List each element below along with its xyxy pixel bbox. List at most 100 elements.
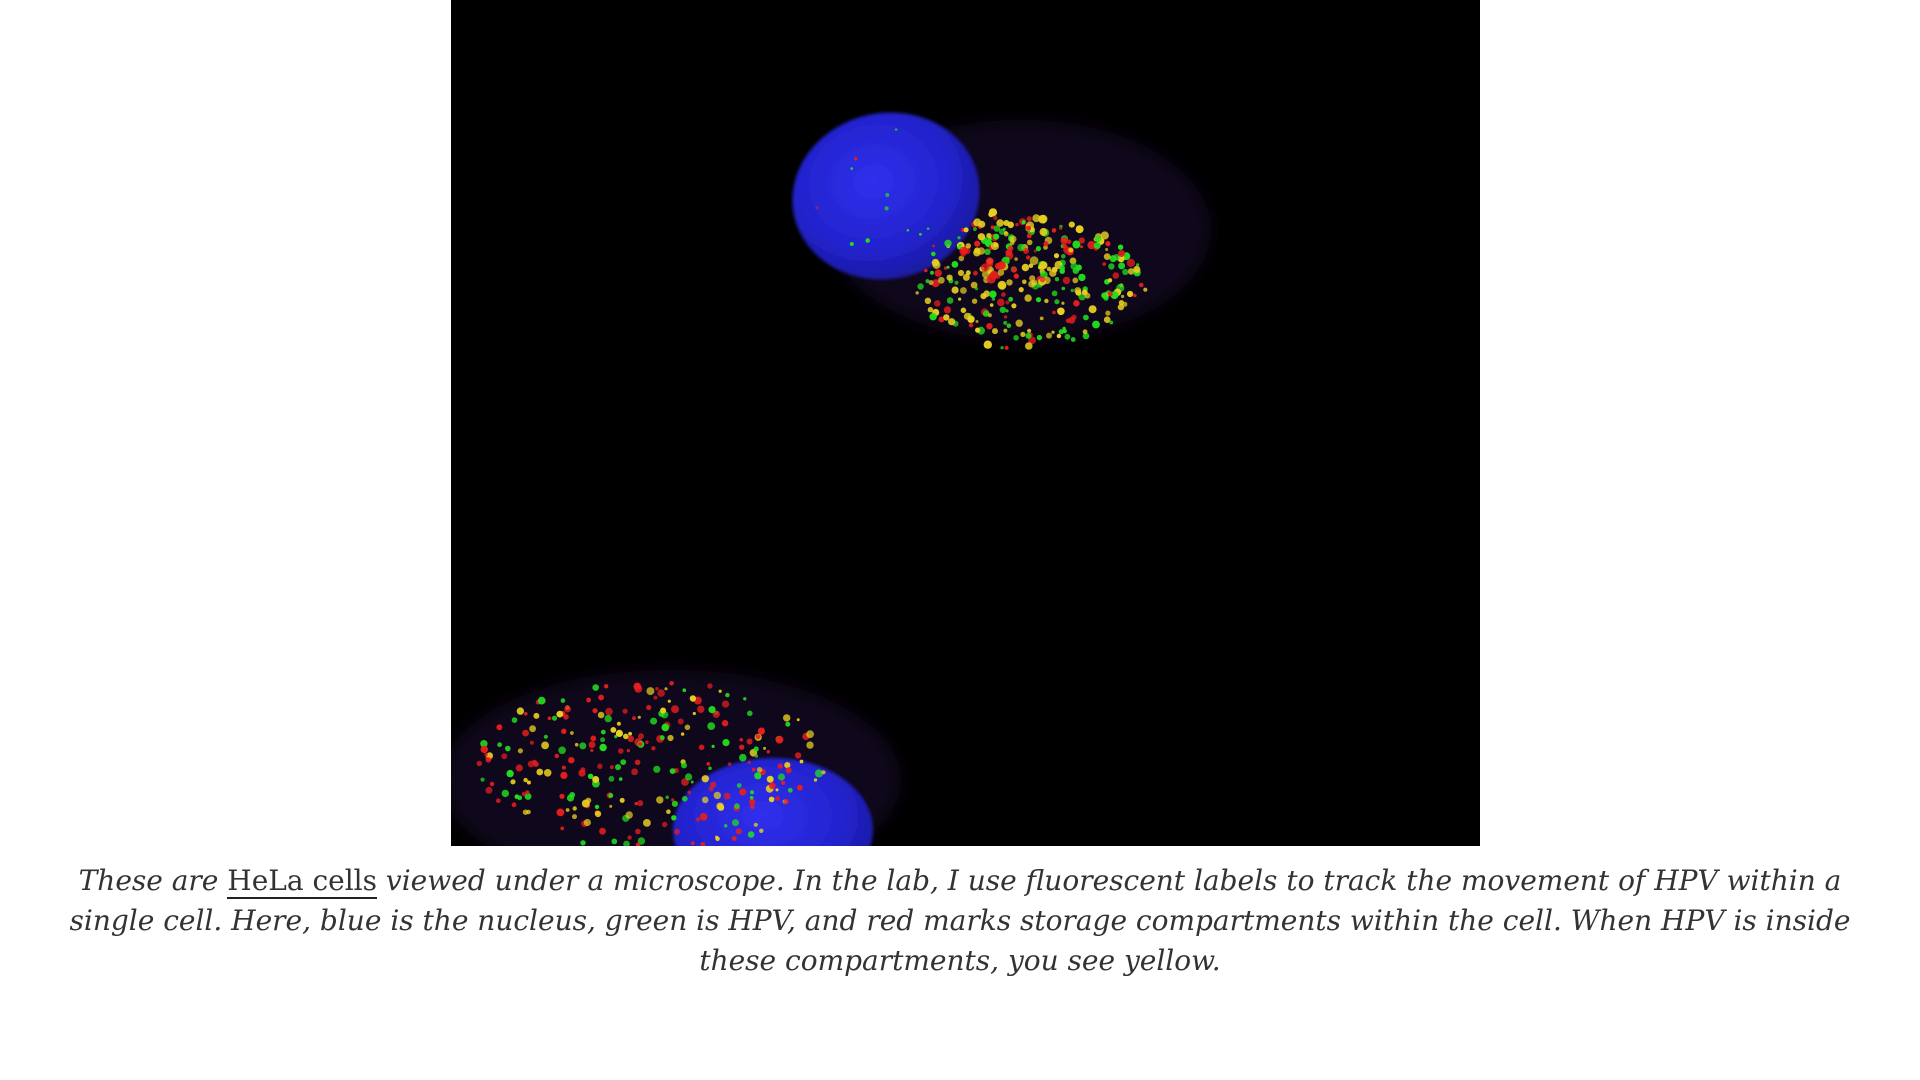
punctum bbox=[511, 717, 518, 723]
punctum bbox=[1058, 329, 1064, 335]
punctum bbox=[806, 730, 814, 739]
punctum bbox=[620, 759, 627, 765]
punctum bbox=[697, 705, 705, 713]
punctum bbox=[706, 762, 711, 766]
punctum bbox=[958, 255, 965, 262]
punctum bbox=[986, 323, 993, 330]
punctum bbox=[529, 725, 536, 733]
punctum bbox=[638, 733, 644, 740]
punctum bbox=[821, 770, 826, 775]
punctum bbox=[543, 734, 548, 739]
punctum bbox=[572, 806, 577, 811]
punctum bbox=[747, 760, 751, 765]
punctum bbox=[592, 684, 599, 691]
punctum bbox=[497, 742, 502, 748]
punctum bbox=[625, 811, 633, 819]
punctum bbox=[1015, 319, 1023, 327]
punctum bbox=[799, 759, 804, 764]
punctum bbox=[594, 804, 600, 810]
punctum bbox=[1039, 227, 1048, 236]
punctum bbox=[998, 282, 1006, 290]
punctum bbox=[1093, 242, 1101, 249]
punctum bbox=[924, 297, 932, 304]
punctum bbox=[1039, 316, 1044, 321]
punctum bbox=[707, 683, 713, 689]
punctum bbox=[1087, 241, 1096, 250]
punctum bbox=[984, 248, 991, 255]
punctum bbox=[766, 775, 774, 783]
punctum bbox=[732, 819, 739, 827]
punctum bbox=[583, 818, 591, 827]
punctum bbox=[1082, 329, 1088, 335]
punctum bbox=[662, 821, 668, 828]
punctum bbox=[634, 759, 641, 766]
punctum bbox=[943, 314, 950, 321]
punctum bbox=[753, 822, 758, 827]
punctum bbox=[1051, 290, 1058, 297]
punctum bbox=[722, 700, 730, 708]
punctum bbox=[775, 796, 781, 801]
punctum bbox=[1025, 332, 1032, 339]
punctum bbox=[739, 753, 747, 762]
punctum bbox=[777, 763, 783, 769]
punctum bbox=[1083, 314, 1089, 321]
punctum bbox=[937, 276, 945, 284]
punctum bbox=[1026, 225, 1031, 231]
punctum bbox=[568, 757, 575, 764]
punctum bbox=[515, 764, 523, 772]
punctum bbox=[690, 841, 695, 846]
punctum bbox=[794, 752, 802, 759]
punctum bbox=[934, 269, 942, 277]
punctum bbox=[551, 715, 558, 721]
punctum bbox=[588, 741, 596, 749]
punctum bbox=[580, 767, 586, 773]
punctum bbox=[1078, 273, 1086, 282]
punctum bbox=[739, 744, 745, 750]
punctum bbox=[1059, 226, 1063, 230]
punctum bbox=[1043, 241, 1049, 247]
punctum bbox=[1094, 235, 1102, 243]
punctum bbox=[754, 754, 759, 758]
punctum bbox=[525, 790, 530, 795]
punctum bbox=[604, 714, 612, 723]
punctum bbox=[906, 229, 910, 232]
punctum bbox=[997, 269, 1005, 276]
punctum bbox=[1046, 266, 1052, 272]
punctum bbox=[1103, 316, 1111, 324]
punctum bbox=[747, 831, 755, 838]
punctum bbox=[708, 786, 714, 792]
punctum bbox=[511, 802, 517, 808]
punctum bbox=[985, 257, 994, 266]
punctum bbox=[854, 157, 858, 161]
punctum bbox=[989, 303, 994, 307]
punctum bbox=[711, 744, 715, 749]
punctum bbox=[638, 741, 643, 747]
punctum bbox=[958, 297, 962, 301]
punctum bbox=[655, 687, 659, 691]
punctum bbox=[1027, 328, 1032, 333]
punctum bbox=[962, 273, 970, 281]
punctum bbox=[501, 789, 509, 798]
punctum bbox=[850, 167, 853, 170]
punctum bbox=[884, 206, 889, 211]
punctum bbox=[616, 721, 621, 726]
punctum bbox=[977, 247, 985, 255]
punctum bbox=[611, 838, 618, 845]
punctum bbox=[523, 777, 528, 783]
hela-cells-link[interactable]: HeLa cells bbox=[227, 864, 377, 899]
punctum bbox=[917, 283, 924, 290]
hela-cells-image bbox=[451, 0, 1480, 846]
punctum bbox=[558, 746, 566, 755]
punctum bbox=[865, 238, 870, 243]
punctum bbox=[928, 280, 934, 286]
punctum bbox=[849, 242, 854, 246]
punctum bbox=[1070, 262, 1078, 270]
punctum bbox=[669, 768, 676, 774]
punctum bbox=[632, 716, 636, 720]
punctum bbox=[651, 746, 656, 751]
punctum bbox=[574, 742, 579, 747]
punctum bbox=[622, 708, 628, 714]
punctum bbox=[608, 793, 614, 798]
punctum bbox=[677, 718, 684, 725]
punctum bbox=[1127, 290, 1134, 298]
